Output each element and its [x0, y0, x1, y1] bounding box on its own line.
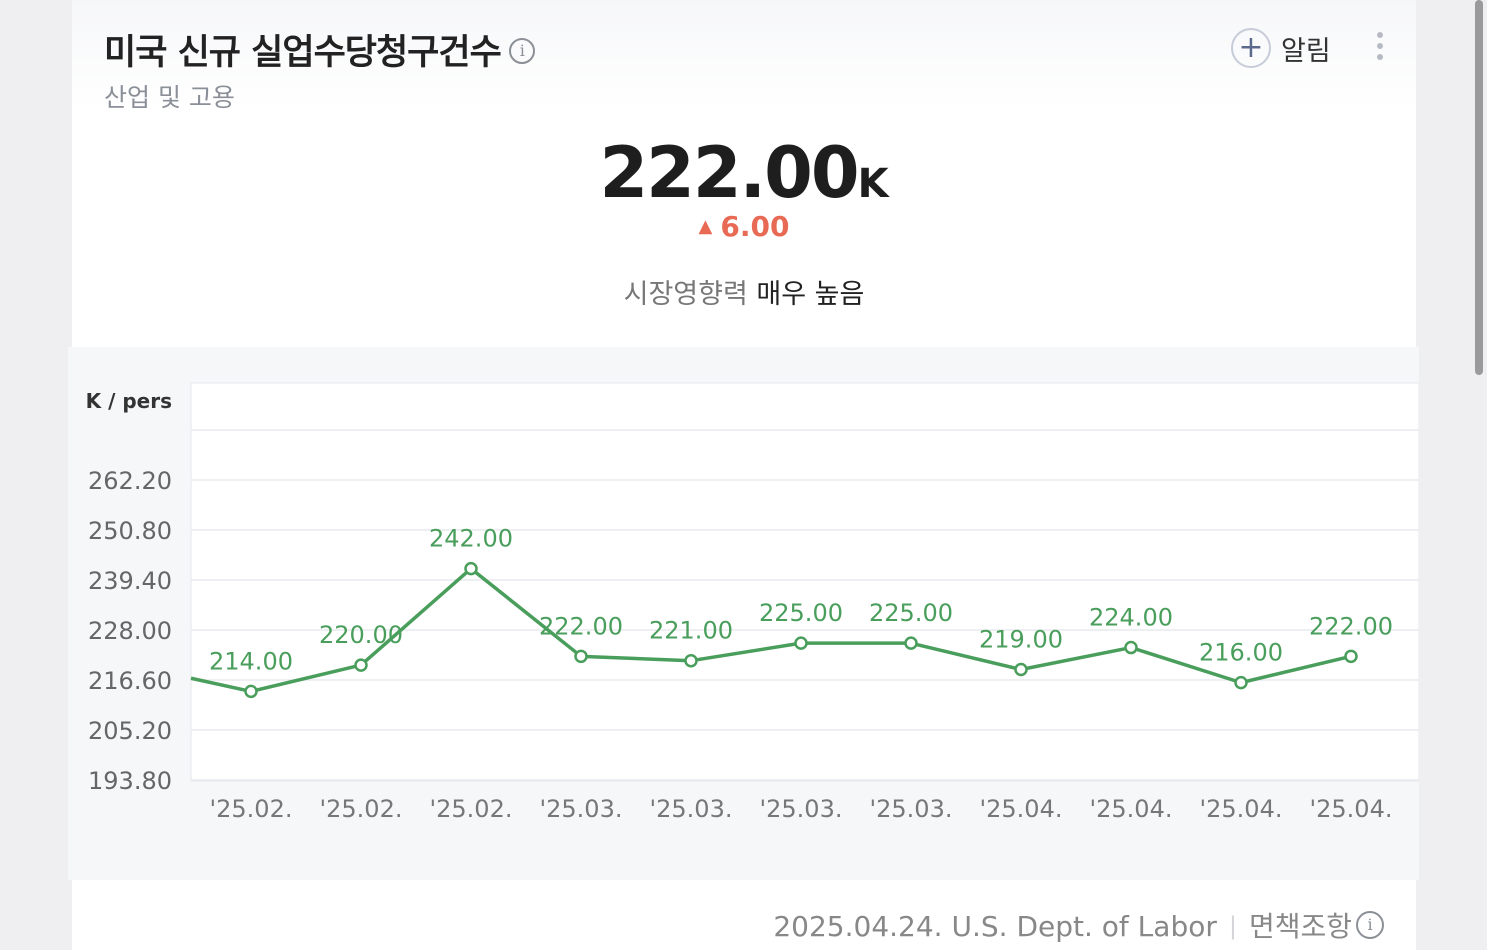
x-tick-label: '25.02.: [320, 795, 403, 823]
data-point[interactable]: [244, 684, 258, 699]
x-tick-label: '25.04.: [1200, 795, 1283, 823]
grid-lines: [191, 429, 1419, 781]
x-tick-label: '25.04.: [1310, 795, 1393, 823]
x-tick-label: '25.03.: [870, 795, 953, 823]
impact-label: 시장영향력: [623, 279, 748, 310]
data-label: 216.00: [1199, 639, 1283, 667]
more-vertical-icon[interactable]: [1372, 32, 1388, 62]
impact-level: 매우 높음: [756, 279, 865, 310]
header-background: [72, 0, 1416, 110]
data-point[interactable]: [1344, 649, 1358, 664]
title-text: 미국 신규 실업수당청구건수: [104, 33, 502, 73]
x-tick-label: '25.04.: [1090, 795, 1173, 823]
data-point[interactable]: [574, 649, 588, 664]
data-label: 219.00: [979, 625, 1063, 653]
data-label: 220.00: [319, 621, 403, 649]
data-points: [244, 561, 1358, 699]
y-tick-label: 193.80: [88, 767, 172, 795]
y-tick-label: 239.40: [88, 567, 172, 595]
data-point[interactable]: [794, 636, 808, 650]
data-point[interactable]: [464, 561, 478, 576]
current-value: 222.00K: [72, 132, 1416, 214]
data-label: 221.00: [649, 617, 733, 645]
y-tick-label: 216.60: [88, 667, 172, 695]
plus-circle-icon: +: [1231, 28, 1271, 68]
data-label: 222.00: [539, 612, 623, 640]
data-point[interactable]: [684, 653, 698, 668]
chart-panel: K / pers 262.20 250.80 239.40 228.00 216.60 2…: [68, 347, 1420, 880]
y-tick-label: 250.80: [88, 517, 172, 545]
data-point[interactable]: [904, 636, 918, 650]
footer: 2025.04.24. U.S. Dept. of Labor | 면책조항 i: [72, 905, 1384, 945]
x-tick-label: '25.03.: [760, 795, 843, 823]
plot-area: [190, 382, 1420, 782]
x-tick-label: '25.02.: [210, 795, 293, 823]
data-label: 242.00: [429, 525, 513, 553]
data-source: U.S. Dept. of Labor: [951, 910, 1217, 943]
y-tick-labels: 262.20 250.80 239.40 228.00 216.60 205.20 193.…: [88, 467, 172, 795]
series-line: [190, 566, 1352, 694]
current-value-unit: K: [857, 161, 889, 207]
scrollbar[interactable]: [1475, 0, 1483, 375]
market-impact: 시장영향력 매우 높음: [72, 272, 1416, 311]
info-icon[interactable]: i: [508, 38, 535, 64]
alert-label: 알림: [1281, 35, 1331, 67]
x-tick-labels: '25.02. '25.02. '25.02. '25.03. '25.03. '25.0…: [210, 795, 1393, 823]
alert-button[interactable]: + 알림: [1231, 26, 1331, 70]
disclaimer-link[interactable]: 면책조항 i: [1249, 910, 1384, 943]
data-point[interactable]: [1234, 675, 1248, 690]
value-change: ▲ 6.00: [72, 210, 1416, 243]
y-tick-label: 205.20: [88, 717, 172, 745]
data-labels: 214.00 220.00 242.00 222.00 221.00 225.00 225.…: [209, 525, 1393, 676]
page-title: 미국 신규 실업수당청구건수 i: [104, 24, 535, 75]
data-point[interactable]: [1124, 640, 1138, 655]
x-tick-label: '25.03.: [650, 795, 733, 823]
info-icon: i: [1356, 911, 1384, 939]
data-label: 225.00: [869, 599, 953, 627]
x-tick-label: '25.03.: [540, 795, 623, 823]
release-date: 2025.04.24.: [773, 910, 943, 943]
x-tick-label: '25.02.: [430, 795, 513, 823]
disclaimer-label: 면책조항: [1248, 910, 1352, 943]
series-line-group: [190, 566, 1352, 694]
y-axis-unit: K / pers: [86, 389, 172, 413]
arrow-up-icon: ▲: [698, 216, 713, 237]
data-label: 214.00: [209, 647, 293, 675]
data-label: 225.00: [759, 599, 843, 627]
x-tick-label: '25.04.: [980, 795, 1063, 823]
y-tick-label: 228.00: [88, 617, 172, 645]
change-value: 6.00: [720, 210, 790, 243]
data-label: 224.00: [1089, 604, 1173, 632]
current-value-number: 222.00: [599, 132, 859, 214]
data-point[interactable]: [354, 658, 368, 672]
footer-divider: |: [1228, 912, 1237, 940]
data-point[interactable]: [1014, 662, 1028, 677]
category-subtitle: 산업 및 고용: [104, 83, 235, 112]
data-label: 222.00: [1309, 612, 1393, 640]
line-chart: K / pers 262.20250.80239.40228.00216.602…: [86, 382, 1420, 823]
y-tick-label: 262.20: [88, 467, 172, 495]
